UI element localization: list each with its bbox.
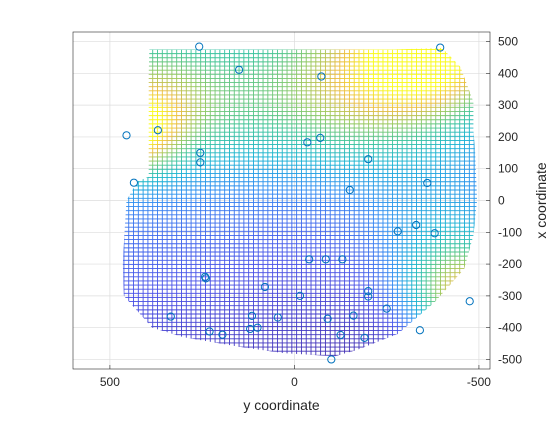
figure: 5000-5005004003002001000-100-200-300-400… — [0, 0, 550, 418]
chart: 5000-5005004003002001000-100-200-300-400… — [0, 0, 550, 418]
